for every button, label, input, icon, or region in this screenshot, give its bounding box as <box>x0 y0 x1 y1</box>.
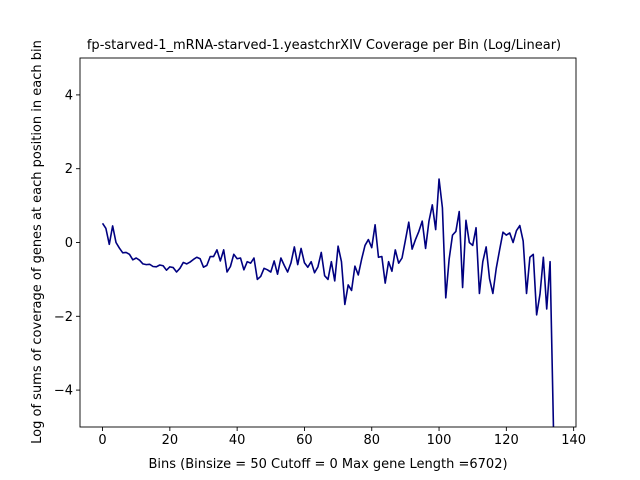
x-tick-label: 100 <box>427 433 452 448</box>
chart-title: fp-starved-1_mRNA-starved-1.yeastchrXIV … <box>87 38 561 53</box>
x-tick-label: 40 <box>229 433 246 448</box>
y-tick-label: −2 <box>54 310 73 325</box>
x-axis-label: Bins (Binsize = 50 Cutoff = 0 Max gene L… <box>148 457 507 472</box>
y-axis: −4 −2 0 2 4 <box>54 88 80 399</box>
x-tick-label: 80 <box>363 433 380 448</box>
x-tick-label: 120 <box>494 433 519 448</box>
y-tick-label: 0 <box>65 236 73 251</box>
x-axis: 0 20 40 60 80 100 120 140 <box>98 427 586 448</box>
x-tick-label: 60 <box>296 433 313 448</box>
x-tick-label: 0 <box>98 433 106 448</box>
y-tick-label: 2 <box>65 162 73 177</box>
y-axis-label: Log of sums of coverage of genes at each… <box>30 40 45 444</box>
x-tick-label: 20 <box>162 433 179 448</box>
plot-area <box>79 57 577 428</box>
series-line-0 <box>101 178 555 427</box>
y-tick-label: −4 <box>54 384 73 399</box>
x-tick-label: 140 <box>561 433 586 448</box>
y-tick-label: 4 <box>65 88 73 103</box>
